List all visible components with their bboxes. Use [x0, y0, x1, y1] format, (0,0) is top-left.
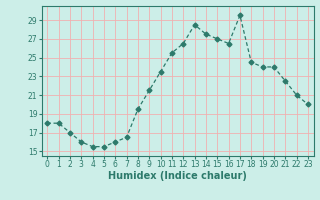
- X-axis label: Humidex (Indice chaleur): Humidex (Indice chaleur): [108, 171, 247, 181]
